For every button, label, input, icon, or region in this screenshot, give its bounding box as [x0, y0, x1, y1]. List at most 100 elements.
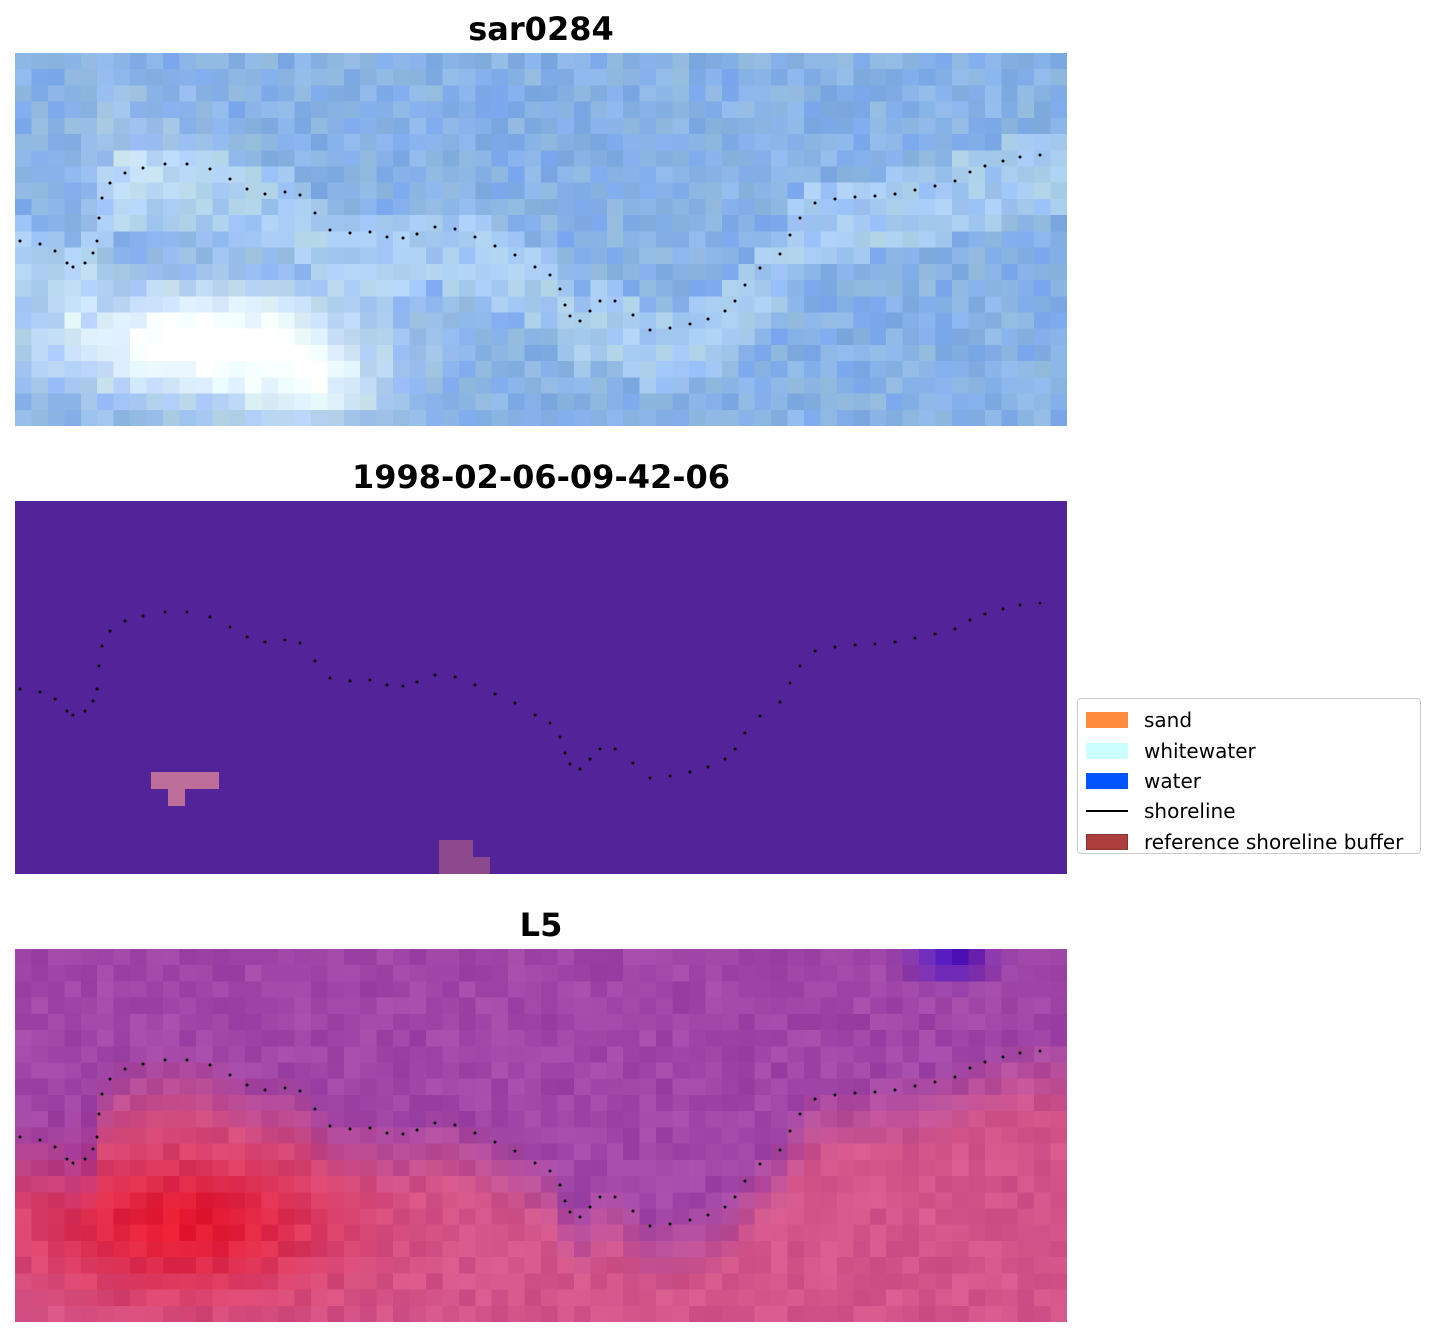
- rgb-image-panel: [15, 53, 1067, 426]
- shoreline-point: [513, 1149, 517, 1153]
- shoreline-point: [983, 1060, 987, 1064]
- shoreline-point: [568, 762, 572, 766]
- shoreline-point: [208, 1063, 212, 1067]
- shoreline-point: [983, 612, 987, 616]
- shoreline-point: [65, 709, 69, 713]
- shoreline-point: [833, 197, 837, 201]
- shoreline-point: [83, 261, 87, 265]
- shoreline-point: [778, 1148, 782, 1152]
- shoreline-point: [401, 684, 405, 688]
- shoreline-point: [668, 1222, 672, 1226]
- shoreline-point: [228, 1073, 232, 1077]
- shoreline-point: [1038, 153, 1042, 157]
- shoreline-point: [1018, 603, 1022, 607]
- shoreline-point: [385, 683, 389, 687]
- shoreline-point: [706, 317, 710, 321]
- buffer-swatch: [1086, 833, 1128, 850]
- shoreline-point: [493, 244, 497, 248]
- shoreline-point: [688, 770, 692, 774]
- shoreline-point: [588, 309, 592, 313]
- shoreline-point: [648, 1224, 652, 1228]
- shoreline-point: [733, 299, 737, 303]
- shoreline-point: [778, 700, 782, 704]
- class-patch-d: [473, 857, 490, 874]
- shoreline-point: [185, 162, 189, 166]
- shoreline-point: [53, 1145, 57, 1149]
- shoreline-point: [348, 231, 352, 235]
- shoreline-point: [813, 649, 817, 653]
- shoreline-point: [913, 1084, 917, 1088]
- shoreline-point: [743, 1179, 747, 1183]
- shoreline-point: [563, 303, 567, 307]
- sand-swatch: [1086, 712, 1128, 729]
- shoreline-point: [38, 1138, 42, 1142]
- shoreline-point: [533, 1161, 537, 1165]
- shoreline-point: [283, 1086, 287, 1090]
- class-patch-b: [168, 789, 185, 806]
- shoreline-point: [97, 1112, 101, 1116]
- shoreline-point: [313, 1107, 317, 1111]
- shoreline-point: [833, 645, 837, 649]
- shoreline-swatch: [1086, 810, 1128, 813]
- shoreline-point: [893, 1088, 897, 1092]
- shoreline-point: [401, 1132, 405, 1136]
- shoreline-point: [163, 162, 167, 166]
- shoreline-point: [97, 664, 101, 668]
- shoreline-point: [798, 216, 802, 220]
- shoreline-point: [933, 1080, 937, 1084]
- shoreline-point: [163, 1058, 167, 1062]
- shoreline-point: [578, 767, 582, 771]
- shoreline-point: [968, 618, 972, 622]
- shoreline-point: [833, 1093, 837, 1097]
- shoreline-point: [873, 194, 877, 198]
- shoreline-point: [968, 170, 972, 174]
- shoreline-point: [100, 1092, 104, 1096]
- shoreline-point: [415, 232, 419, 236]
- shoreline-point: [91, 699, 95, 703]
- shoreline-point: [598, 1195, 602, 1199]
- shoreline-point: [788, 681, 792, 685]
- legend-item-buffer: reference shoreline buffer: [1078, 827, 1420, 857]
- shoreline-point: [18, 687, 22, 691]
- shoreline-point: [913, 636, 917, 640]
- shoreline-point: [283, 190, 287, 194]
- shoreline-point: [798, 1112, 802, 1116]
- shoreline-point: [65, 1157, 69, 1161]
- shoreline-point: [433, 1121, 437, 1125]
- shoreline-point: [668, 774, 672, 778]
- shoreline-point: [1018, 155, 1022, 159]
- shoreline-point: [798, 664, 802, 668]
- shoreline-point: [95, 1135, 99, 1139]
- shoreline-point: [913, 188, 917, 192]
- shoreline-point: [95, 239, 99, 243]
- shoreline-point: [415, 680, 419, 684]
- classification-panel: [15, 501, 1067, 874]
- shoreline-point: [1001, 1055, 1005, 1059]
- shoreline-point: [548, 1169, 552, 1173]
- class-patch-a: [151, 772, 219, 789]
- shoreline-point: [578, 1215, 582, 1219]
- shoreline-point: [123, 619, 127, 623]
- shoreline-point: [598, 299, 602, 303]
- shoreline-point: [743, 283, 747, 287]
- shoreline-point: [968, 1066, 972, 1070]
- shoreline-point: [208, 615, 212, 619]
- shoreline-point: [668, 326, 672, 330]
- shoreline-point: [18, 239, 22, 243]
- shoreline-point: [123, 171, 127, 175]
- shoreline-point: [368, 1126, 372, 1130]
- shoreline-point: [228, 625, 232, 629]
- shoreline-point: [613, 1195, 617, 1199]
- shoreline-point: [298, 641, 302, 645]
- index-image-panel: [15, 949, 1067, 1322]
- water-swatch: [1086, 772, 1128, 789]
- shoreline-point: [53, 697, 57, 701]
- shoreline-point: [598, 747, 602, 751]
- shoreline-point: [588, 1205, 592, 1209]
- shoreline-point: [83, 1157, 87, 1161]
- shoreline-point: [533, 713, 537, 717]
- shoreline-point: [1001, 159, 1005, 163]
- legend-item-whitewater: whitewater: [1078, 735, 1420, 765]
- shoreline-point: [613, 299, 617, 303]
- shoreline-point: [778, 252, 782, 256]
